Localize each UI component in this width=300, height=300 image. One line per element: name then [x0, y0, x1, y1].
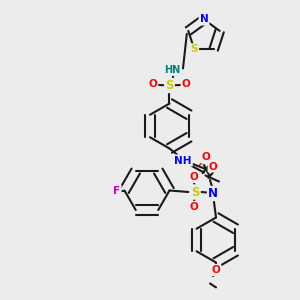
Text: O: O — [189, 172, 198, 182]
Text: O: O — [148, 79, 158, 89]
Text: S: S — [191, 185, 199, 199]
Text: N: N — [208, 187, 218, 200]
Text: O: O — [182, 79, 190, 89]
Text: S: S — [165, 79, 174, 92]
Text: O: O — [208, 161, 217, 172]
Text: O: O — [201, 152, 210, 163]
Text: O: O — [212, 265, 220, 275]
Text: O: O — [189, 202, 198, 212]
Text: HN: HN — [164, 65, 181, 75]
Text: N: N — [200, 14, 208, 25]
Text: F: F — [113, 185, 121, 196]
Text: S: S — [190, 44, 198, 54]
Text: NH: NH — [174, 155, 192, 166]
